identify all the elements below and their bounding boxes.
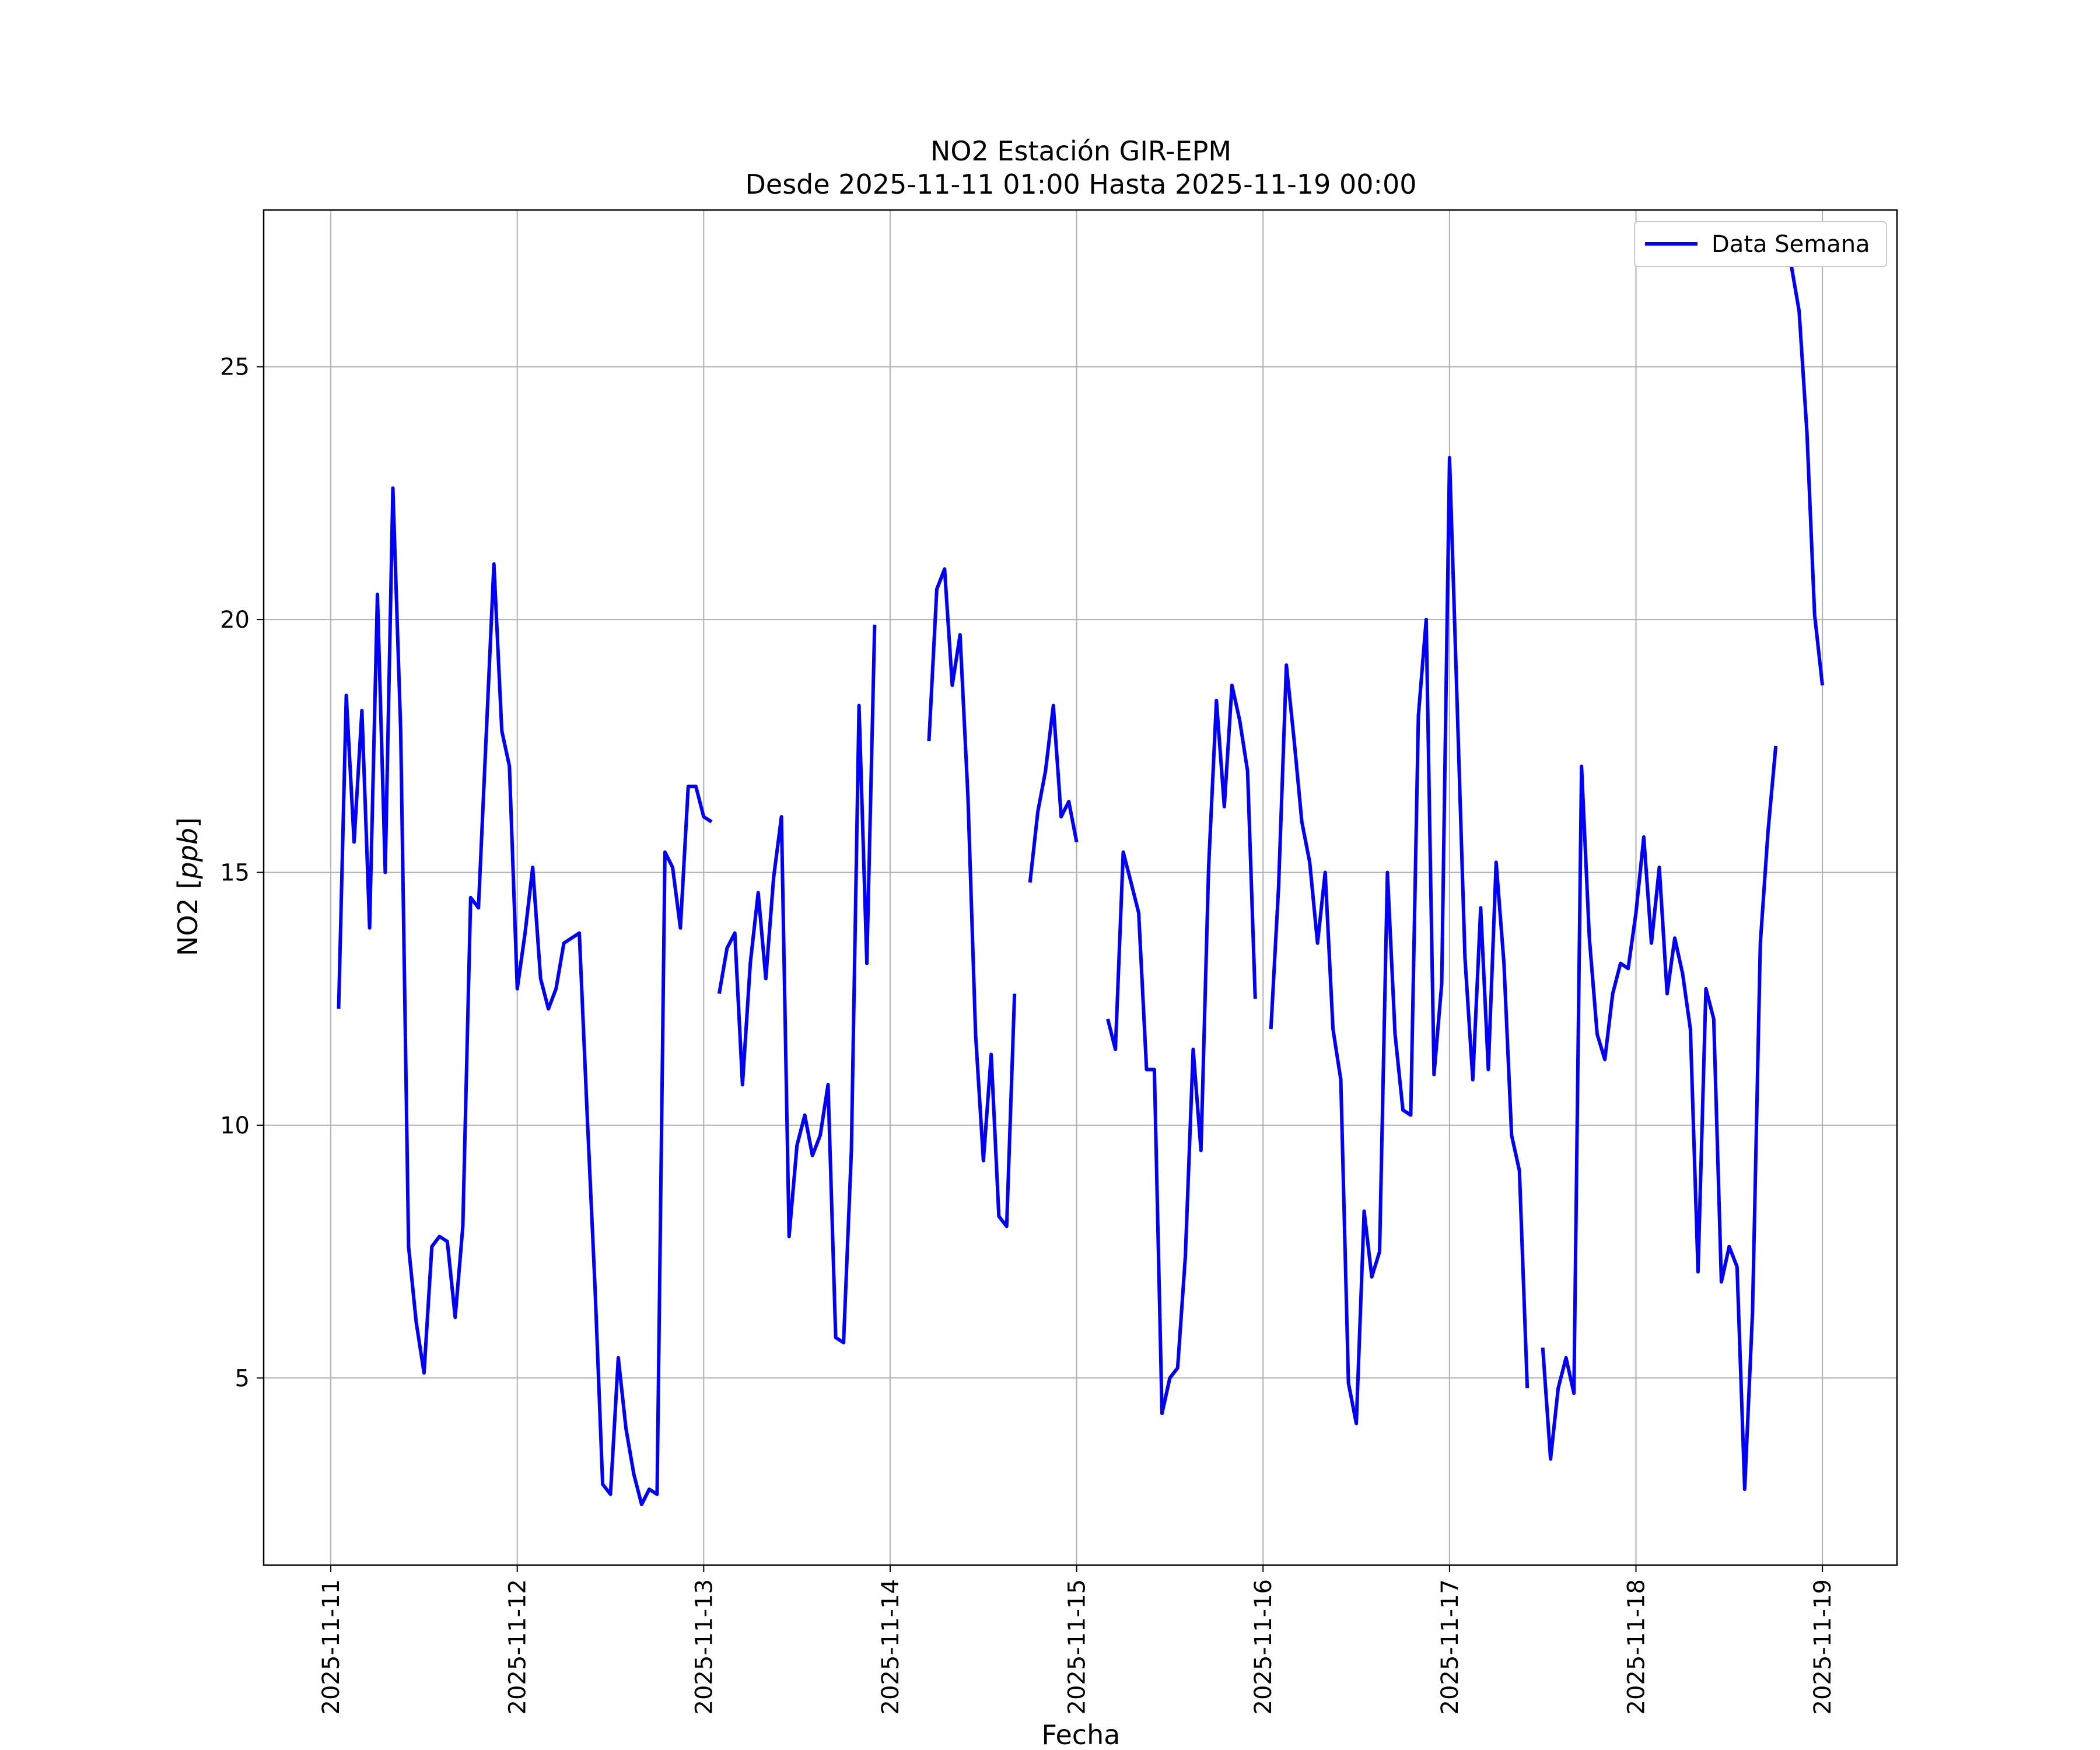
x-tick-label: 2025-11-14 (877, 1579, 904, 1714)
series-line-segment (1269, 456, 1530, 1426)
x-axis-ticks: 2025-11-11 2025-11-12 2025-11-13 2025-11-14… (318, 1565, 1836, 1714)
y-tick-label: 20 (220, 607, 250, 634)
x-tick-label: 2025-11-16 (1250, 1579, 1277, 1714)
chart-title: NO2 Estación GIR-EPM (930, 135, 1231, 167)
legend: Data Semana (1634, 221, 1887, 267)
x-tick-label: 2025-11-18 (1623, 1579, 1650, 1714)
x-tick-label: 2025-11-11 (318, 1579, 345, 1714)
series-line-segment (1541, 746, 1778, 1491)
y-axis-label-prefix: NO2 [ (172, 879, 204, 956)
y-tick-label: 25 (220, 354, 250, 381)
y-tick-label: 5 (235, 1365, 250, 1392)
series-line-segment (1789, 265, 1825, 686)
x-tick-label: 2025-11-15 (1064, 1579, 1091, 1714)
x-tick-label: 2025-11-12 (505, 1579, 531, 1714)
series-line-segment (717, 624, 877, 1345)
chart-subtitle: Desde 2025-11-11 01:00 Hasta 2025-11-19 … (745, 169, 1416, 200)
series-line-segment (927, 567, 1017, 1228)
x-tick-label: 2025-11-17 (1437, 1579, 1464, 1714)
y-axis-label-suffix: ] (172, 817, 204, 828)
series-layer (337, 265, 1825, 1506)
y-axis-label: NO2 [ppb] (172, 817, 204, 956)
x-tick-label: 2025-11-13 (691, 1579, 718, 1714)
y-axis-label-unit: ppb (172, 828, 204, 880)
x-axis-label: Fecha (1042, 1719, 1121, 1750)
legend-box (1634, 221, 1887, 267)
plot-frame (262, 209, 1898, 1566)
y-axis-ticks: 5 10 15 20 25 (220, 354, 264, 1392)
series-line-segment (337, 486, 713, 1506)
x-grid-lines (330, 210, 1824, 1565)
legend-label: Data Semana (1712, 231, 1870, 258)
y-grid-lines (264, 366, 1897, 1379)
y-tick-label: 10 (220, 1112, 250, 1139)
series-line-segment (1106, 683, 1257, 1415)
series-line-segment (1028, 704, 1079, 883)
y-tick-label: 15 (220, 859, 250, 886)
x-tick-label: 2025-11-19 (1810, 1579, 1836, 1714)
